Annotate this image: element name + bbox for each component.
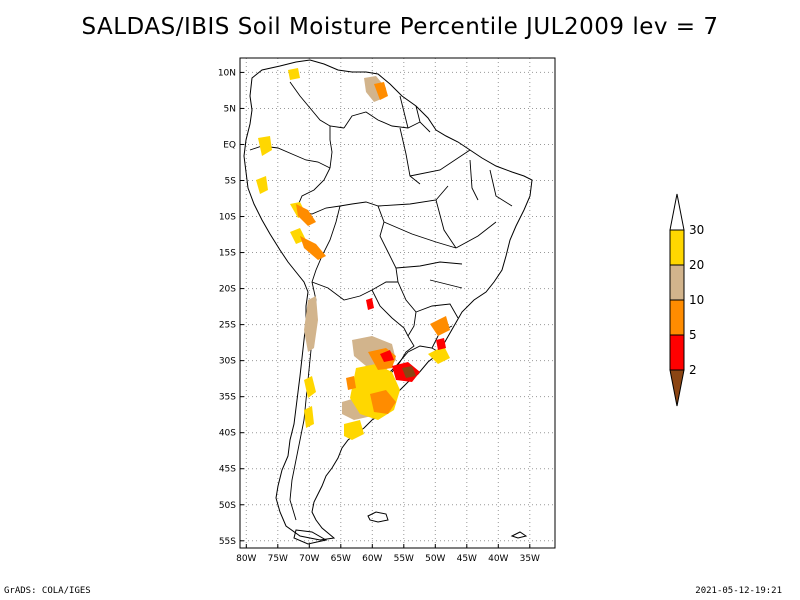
border-bolivia-paraguay-argentina bbox=[311, 281, 398, 301]
lat-tick-label: 50S bbox=[219, 501, 236, 511]
falkland-islands bbox=[367, 511, 389, 523]
lon-tick-label: 50W bbox=[425, 554, 445, 564]
lat-tick-label: 40S bbox=[219, 429, 236, 439]
border-peru-brazil bbox=[295, 167, 341, 215]
south-america-coastline bbox=[243, 59, 533, 541]
colorbar-upper-triangle bbox=[669, 193, 685, 231]
border-colombia-brazil bbox=[329, 126, 333, 169]
lat-tick-label: 5S bbox=[225, 177, 237, 187]
shading-yellow-patch bbox=[258, 136, 272, 156]
colorbar-label-20: 20 bbox=[689, 258, 704, 272]
lat-tick-label: 55S bbox=[219, 537, 236, 547]
border-colombia-venezuela bbox=[289, 81, 345, 129]
percentile-shading bbox=[256, 68, 450, 440]
lat-tick-label: 20S bbox=[219, 285, 236, 295]
lat-tick-label: 10N bbox=[218, 68, 236, 78]
lat-tick-label: 5N bbox=[224, 104, 236, 114]
lon-tick-label: 40W bbox=[488, 554, 508, 564]
lat-tick-label: 10S bbox=[219, 213, 236, 223]
lat-tick-label: 30S bbox=[219, 357, 236, 367]
border-paraguay-brazil bbox=[397, 281, 417, 337]
colorbar-label-10: 10 bbox=[689, 293, 704, 307]
colorbar-box-10-20 bbox=[669, 264, 685, 301]
lon-tick-label: 35W bbox=[520, 554, 540, 564]
coastline bbox=[243, 59, 533, 545]
lat-tick-label: 15S bbox=[219, 249, 236, 259]
shading-brown-patch bbox=[402, 366, 416, 378]
colorbar: 30 20 10 5 2 bbox=[669, 193, 704, 407]
lon-tick-label: 80W bbox=[236, 554, 256, 564]
shading-yellow-patch bbox=[304, 376, 316, 398]
shading-yellow-patch bbox=[304, 406, 314, 428]
axes: 10N 5N EQ 5S 10S 15S 20S 25S 30S 35S 40S 45S 50S 55S8… bbox=[218, 57, 556, 564]
border-paraguay-argentina bbox=[371, 289, 409, 337]
lon-tick-label: 60W bbox=[362, 554, 382, 564]
lon-tick-label: 45W bbox=[457, 554, 477, 564]
shading-yellow-patch bbox=[344, 420, 364, 440]
colorbar-box-2-5 bbox=[669, 334, 685, 371]
border-brazil-states bbox=[377, 127, 513, 349]
shading-red-patch bbox=[380, 350, 394, 362]
shading-orange-patch bbox=[296, 204, 316, 226]
colorbar-label-30: 30 bbox=[689, 223, 704, 237]
border-bolivia-brazil bbox=[339, 201, 399, 283]
colorbar-label-2: 2 bbox=[689, 363, 697, 377]
border-peru-bolivia-chile bbox=[311, 205, 341, 283]
shading-yellow-patch bbox=[288, 68, 300, 80]
shading-orange-patch bbox=[370, 390, 396, 414]
lon-tick-label: 55W bbox=[394, 554, 414, 564]
shading-yellow-patch bbox=[256, 176, 268, 194]
lon-tick-label: 75W bbox=[268, 554, 288, 564]
footer-timestamp: 2021-05-12-19:21 bbox=[695, 586, 782, 596]
colorbar-box-5-10 bbox=[669, 299, 685, 336]
map-title: SALDAS/IBIS Soil Moisture Percentile JUL… bbox=[81, 14, 719, 40]
border-venezuela-brazil bbox=[343, 111, 431, 133]
shading-tan-patch bbox=[304, 296, 318, 352]
tierra-del-fuego bbox=[293, 529, 328, 545]
shading-orange-patch bbox=[374, 82, 388, 100]
lat-tick-label: 45S bbox=[219, 465, 236, 475]
colorbar-label-5: 5 bbox=[689, 328, 697, 342]
colorbar-box-20-30 bbox=[669, 229, 685, 266]
lat-tick-label: 25S bbox=[219, 321, 236, 331]
border-guianas bbox=[399, 95, 421, 129]
lon-tick-label: 65W bbox=[331, 554, 351, 564]
lat-tick-label: 35S bbox=[219, 393, 236, 403]
shading-orange-patch bbox=[430, 316, 450, 336]
colorbar-lower-triangle bbox=[669, 369, 685, 407]
lat-tick-label: EQ bbox=[223, 140, 236, 150]
map-frame bbox=[239, 57, 556, 549]
shading-red-patch bbox=[366, 298, 374, 310]
graticule-grid bbox=[240, 58, 555, 548]
shading-orange-patch bbox=[346, 376, 356, 390]
shading-yellow-patch bbox=[428, 346, 450, 364]
shading-orange-patch bbox=[300, 236, 326, 260]
islands-northeast bbox=[510, 531, 528, 539]
lon-tick-label: 70W bbox=[299, 554, 319, 564]
footer-credit: GrADS: COLA/IGES bbox=[4, 586, 91, 596]
shading-red-patch bbox=[436, 338, 446, 350]
